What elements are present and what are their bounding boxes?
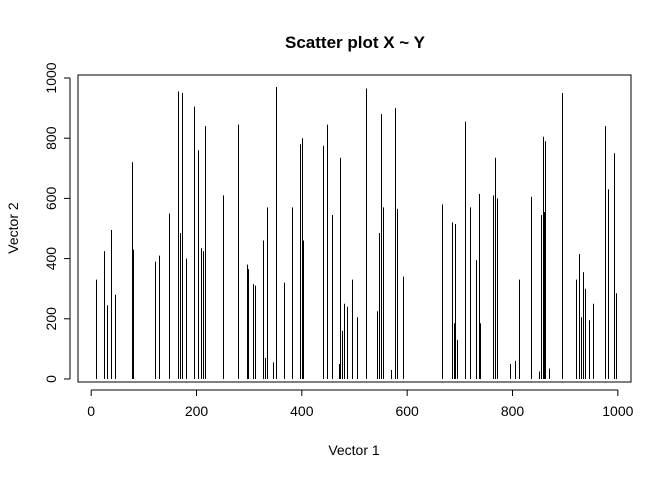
chart-title: Scatter plot X ~ Y bbox=[285, 33, 426, 52]
x-axis: 0 200 400 600 800 1000 bbox=[87, 389, 634, 419]
y-tick-label: 200 bbox=[43, 307, 59, 331]
x-axis-label: Vector 1 bbox=[328, 442, 380, 458]
x-tick-label: 800 bbox=[501, 403, 525, 419]
x-tick-label: 200 bbox=[185, 403, 209, 419]
y-tick-label: 0 bbox=[43, 375, 59, 383]
y-tick-label: 800 bbox=[43, 126, 59, 150]
x-tick-label: 600 bbox=[395, 403, 419, 419]
y-tick-label: 600 bbox=[43, 187, 59, 211]
x-tick-label: 400 bbox=[290, 403, 314, 419]
y-axis: 0 200 400 600 800 1000 bbox=[43, 62, 71, 383]
data-series bbox=[96, 87, 617, 379]
y-tick-label: 1000 bbox=[43, 62, 59, 93]
y-axis-label: Vector 2 bbox=[5, 202, 21, 254]
x-tick-label: 0 bbox=[87, 403, 95, 419]
plot-frame bbox=[77, 74, 632, 383]
y-tick-label: 400 bbox=[43, 247, 59, 271]
x-tick-label: 1000 bbox=[602, 403, 633, 419]
